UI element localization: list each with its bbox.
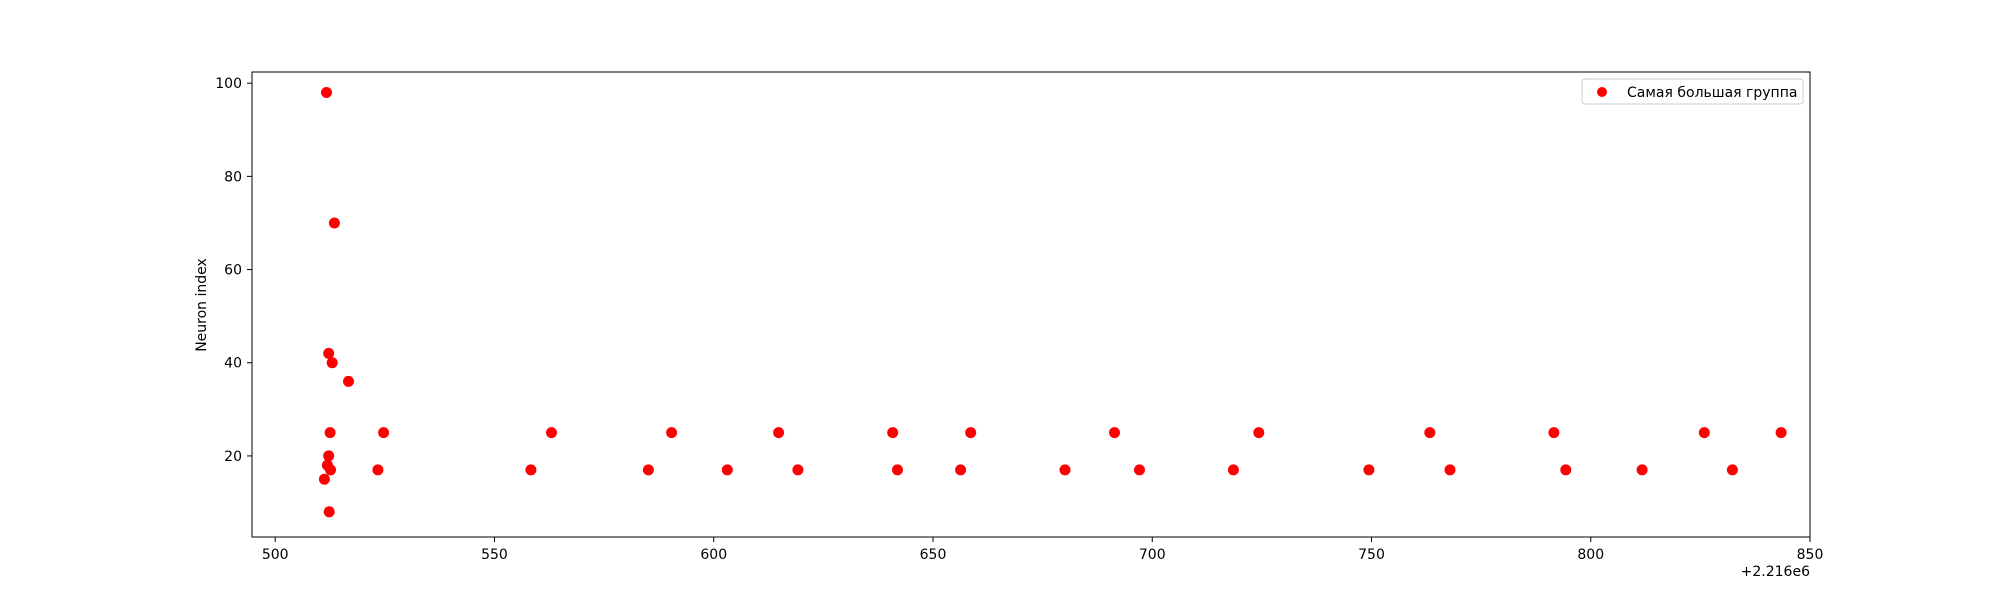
data-point [1109,427,1120,439]
plot-area [252,72,1810,537]
data-point [1444,464,1456,476]
data-point [318,473,330,485]
data-point [321,87,332,98]
y-axis-label: Neuron index [194,258,210,352]
data-point [965,427,977,439]
data-point [773,427,785,439]
data-point [372,464,384,476]
x-tick-label: 800 [1577,547,1604,563]
x-tick-label: 600 [700,547,727,563]
data-point [1253,427,1265,439]
x-tick-label: 500 [262,547,289,563]
data-point [324,427,336,439]
y-tick-label: 100 [215,76,242,92]
data-point [1059,464,1071,476]
data-point [1363,464,1375,476]
data-point [1227,464,1239,476]
data-point [525,464,537,476]
x-offset-label: +2.216e6 [1741,564,1810,580]
data-point [1548,427,1560,439]
data-point [642,464,654,476]
data-point [325,464,336,476]
data-point [1726,464,1738,476]
plot-frame [251,71,1811,538]
legend-marker [1597,87,1607,97]
x-tick-label: 550 [481,547,508,563]
x-tick-label: 650 [920,547,947,563]
data-point [1134,464,1145,476]
x-tick-label: 700 [1139,547,1166,563]
data-point [323,450,335,462]
data-point [892,464,903,476]
y-tick-label: 20 [224,449,242,465]
x-tick-label: 750 [1358,547,1385,563]
data-point [955,464,967,476]
data-point [1560,464,1572,476]
data-point [1636,464,1648,476]
data-point [326,357,338,369]
y-tick-label: 80 [224,169,242,185]
y-axis-ticks: 20 40 60 80 100 [215,76,252,465]
data-point [792,464,804,476]
data-point [666,427,678,439]
data-point [328,217,340,229]
data-point [378,427,390,439]
data-point [323,506,335,518]
data-point [343,375,354,387]
data-point [887,427,899,439]
y-tick-label: 40 [224,356,242,372]
data-point [1775,427,1787,439]
x-tick-label: 850 [1797,547,1824,563]
legend: Самая большая группа [1581,78,1804,105]
data-points [318,87,1787,518]
x-axis-ticks: 500 550 600 650 700 750 800 850 [262,537,1823,563]
y-tick-label: 60 [224,263,242,279]
data-point [1424,427,1436,439]
data-point [1698,427,1710,439]
legend-box [1581,78,1804,105]
legend-entry: Самая большая группа [1627,85,1797,101]
data-point [721,464,733,476]
data-point [323,347,335,359]
data-point [546,427,557,439]
